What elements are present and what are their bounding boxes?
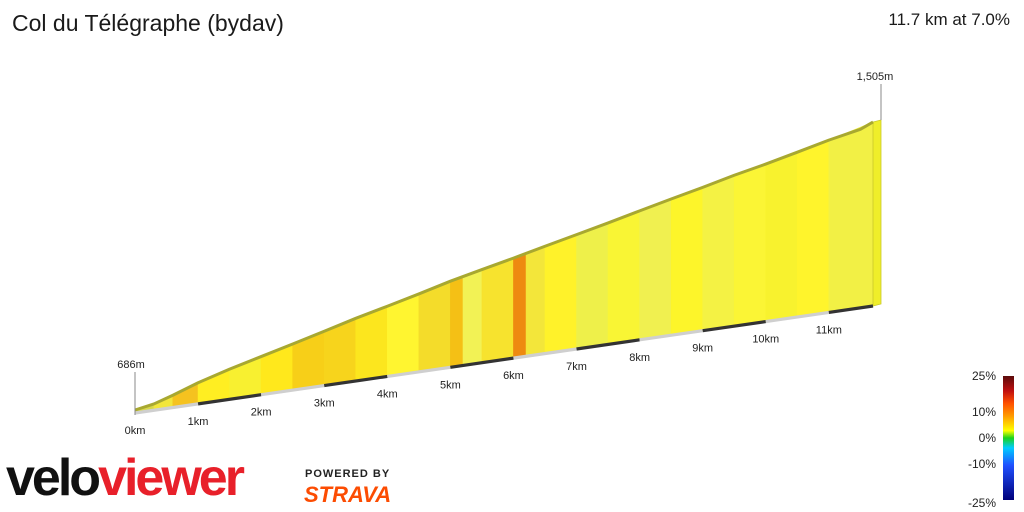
climb-summary: 11.7 km at 7.0%	[888, 10, 1010, 29]
km-band-6	[513, 347, 577, 360]
profile-outline	[134, 120, 874, 412]
x-tick-label-10: 10km	[752, 334, 779, 346]
gradient-segments	[134, 119, 882, 414]
x-tick-label-8: 8km	[629, 352, 650, 364]
strava-logo[interactable]: STRAVA	[304, 482, 392, 507]
km-band-0	[134, 402, 199, 415]
km-band-5	[450, 356, 514, 369]
gradient-segment-17	[576, 222, 609, 350]
gradient-segment-18	[607, 210, 640, 345]
km-band-9	[702, 319, 766, 333]
scale-label-max: 25%	[971, 369, 996, 383]
x-tick-label-0: 0km	[125, 425, 146, 437]
x-tick-label-3: 3km	[314, 398, 335, 410]
gradient-segment-6	[292, 330, 325, 391]
x-tick-label-7: 7km	[566, 361, 587, 373]
gradient-segment-19	[639, 198, 672, 341]
powered-by-label: POWERED BY	[305, 468, 391, 480]
gradient-segment-23	[765, 151, 798, 322]
profile-top-edge	[134, 120, 874, 412]
axis-labels: 686m 1,505m 0km 1km 2km 3km 4km 5km 6km 7km 8km 9km…	[117, 71, 893, 437]
gradient-segment-9	[387, 293, 420, 377]
km-band-4	[387, 365, 451, 379]
x-tick-label-2: 2km	[251, 407, 272, 419]
gradient-color-scale	[1003, 376, 1014, 500]
x-tick-label-1: 1km	[188, 416, 209, 428]
x-tick-label-4: 4km	[377, 388, 398, 400]
gradient-segment-16	[544, 234, 577, 354]
gradient-segment-11	[450, 276, 464, 368]
gradient-segment-21	[702, 174, 735, 332]
profile-end-face	[872, 119, 882, 307]
scale-label-10: 10%	[971, 405, 996, 419]
x-tick-label-11: 11km	[816, 324, 842, 336]
km-band-3	[324, 374, 388, 388]
x-tick-label-9: 9km	[692, 343, 713, 355]
km-band-7	[576, 338, 640, 351]
gradient-segment-13	[481, 257, 514, 364]
km-band-2	[260, 383, 325, 397]
veloviewer-logo[interactable]: veloviewer	[6, 449, 245, 507]
x-tick-label-5: 5km	[440, 379, 461, 391]
gradient-segment-24	[797, 139, 830, 318]
gradient-segment-25	[828, 121, 874, 313]
page-title: Col du Télégraphe (bydav)	[12, 10, 284, 36]
gradient-segment-12	[462, 269, 483, 366]
scale-label-neg10: -10%	[967, 457, 996, 471]
distance-axis	[134, 84, 882, 415]
x-tick-label-6: 6km	[503, 370, 524, 382]
km-band-1	[197, 393, 262, 406]
gradient-segment-20	[670, 186, 703, 336]
end-elevation-label: 1,505m	[857, 71, 894, 83]
gradient-segment-22	[733, 163, 767, 327]
start-elevation-label: 686m	[117, 359, 145, 371]
km-band-11	[828, 304, 874, 314]
km-band-8	[639, 329, 703, 342]
logo-velo: velo	[6, 449, 101, 507]
scale-label-zero: 0%	[978, 431, 996, 445]
gradient-segment-10	[418, 280, 451, 373]
scale-label-min: -25%	[967, 496, 996, 510]
km-band-10	[765, 310, 830, 324]
gradient-segment-15	[525, 245, 546, 357]
logo-viewer: viewer	[98, 449, 245, 507]
gradient-segment-14	[513, 252, 527, 359]
